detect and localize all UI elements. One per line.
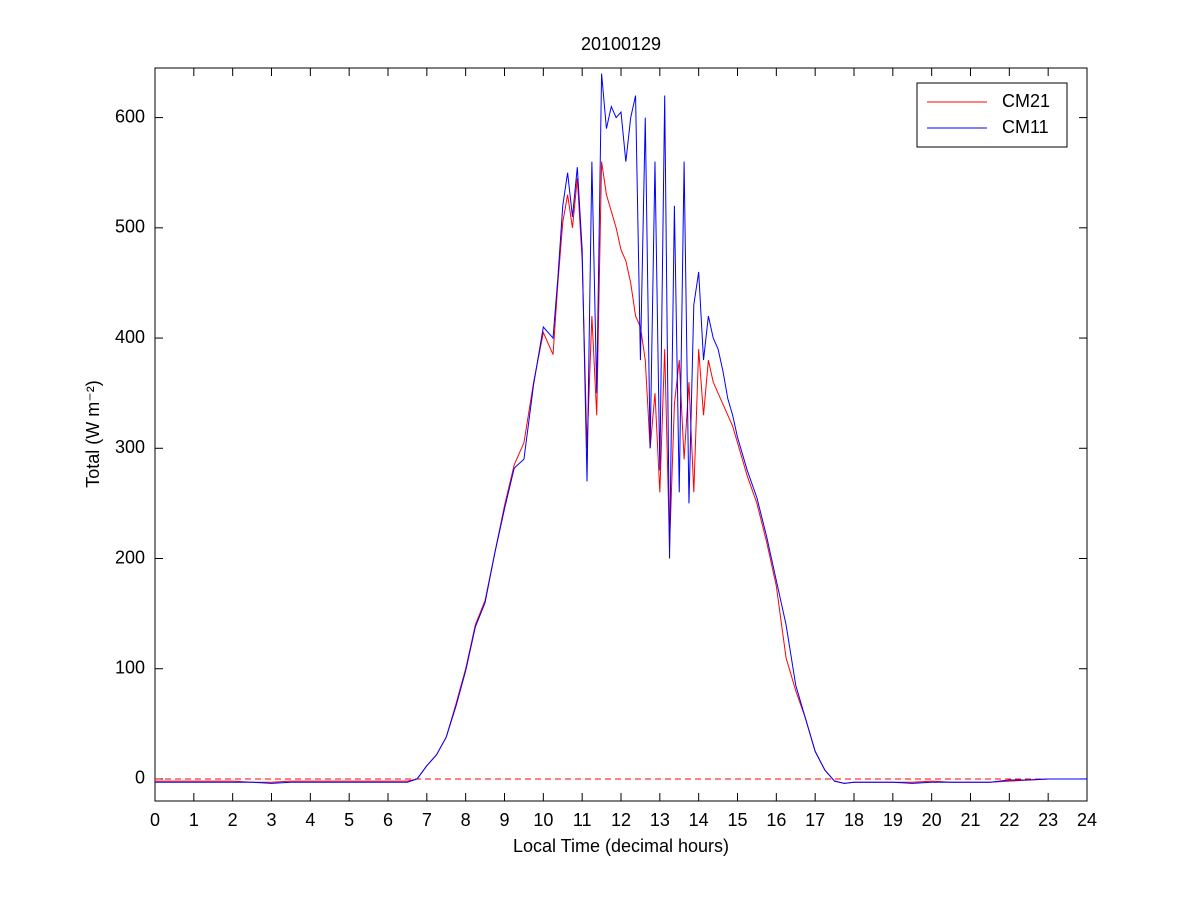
x-tick-label: 22 — [999, 810, 1019, 830]
y-tick-label: 0 — [135, 768, 145, 788]
x-tick-label: 8 — [461, 810, 471, 830]
x-tick-label: 24 — [1077, 810, 1097, 830]
series-line — [155, 73, 1087, 784]
y-tick-label: 600 — [115, 106, 145, 126]
x-tick-label: 21 — [960, 810, 980, 830]
x-tick-label: 15 — [727, 810, 747, 830]
x-tick-label: 17 — [805, 810, 825, 830]
x-tick-label: 1 — [189, 810, 199, 830]
x-tick-label: 13 — [650, 810, 670, 830]
x-tick-label: 14 — [689, 810, 709, 830]
x-tick-label: 3 — [266, 810, 276, 830]
y-tick-label: 500 — [115, 217, 145, 237]
x-tick-label: 6 — [383, 810, 393, 830]
legend-label: CM11 — [1002, 117, 1049, 137]
x-tick-label: 9 — [499, 810, 509, 830]
y-tick-label: 200 — [115, 547, 145, 567]
x-tick-label: 10 — [533, 810, 553, 830]
chart-title: 20100129 — [581, 34, 661, 54]
x-axis-label: Local Time (decimal hours) — [513, 836, 729, 856]
x-tick-label: 19 — [883, 810, 903, 830]
x-tick-label: 16 — [766, 810, 786, 830]
y-tick-label: 400 — [115, 327, 145, 347]
x-tick-label: 5 — [344, 810, 354, 830]
y-tick-label: 100 — [115, 657, 145, 677]
y-axis-label: Total (W m⁻²) — [83, 380, 103, 488]
x-tick-label: 18 — [844, 810, 864, 830]
x-tick-label: 23 — [1038, 810, 1058, 830]
y-tick-label: 300 — [115, 437, 145, 457]
x-tick-label: 12 — [611, 810, 631, 830]
x-tick-label: 11 — [573, 810, 592, 830]
x-tick-label: 4 — [305, 810, 315, 830]
x-tick-label: 20 — [922, 810, 942, 830]
x-tick-label: 2 — [228, 810, 238, 830]
legend-label: CM21 — [1002, 91, 1050, 111]
plot-area — [154, 67, 1088, 802]
legend-box — [916, 82, 1068, 148]
x-tick-label: 7 — [422, 810, 432, 830]
x-tick-label: 0 — [150, 810, 160, 830]
